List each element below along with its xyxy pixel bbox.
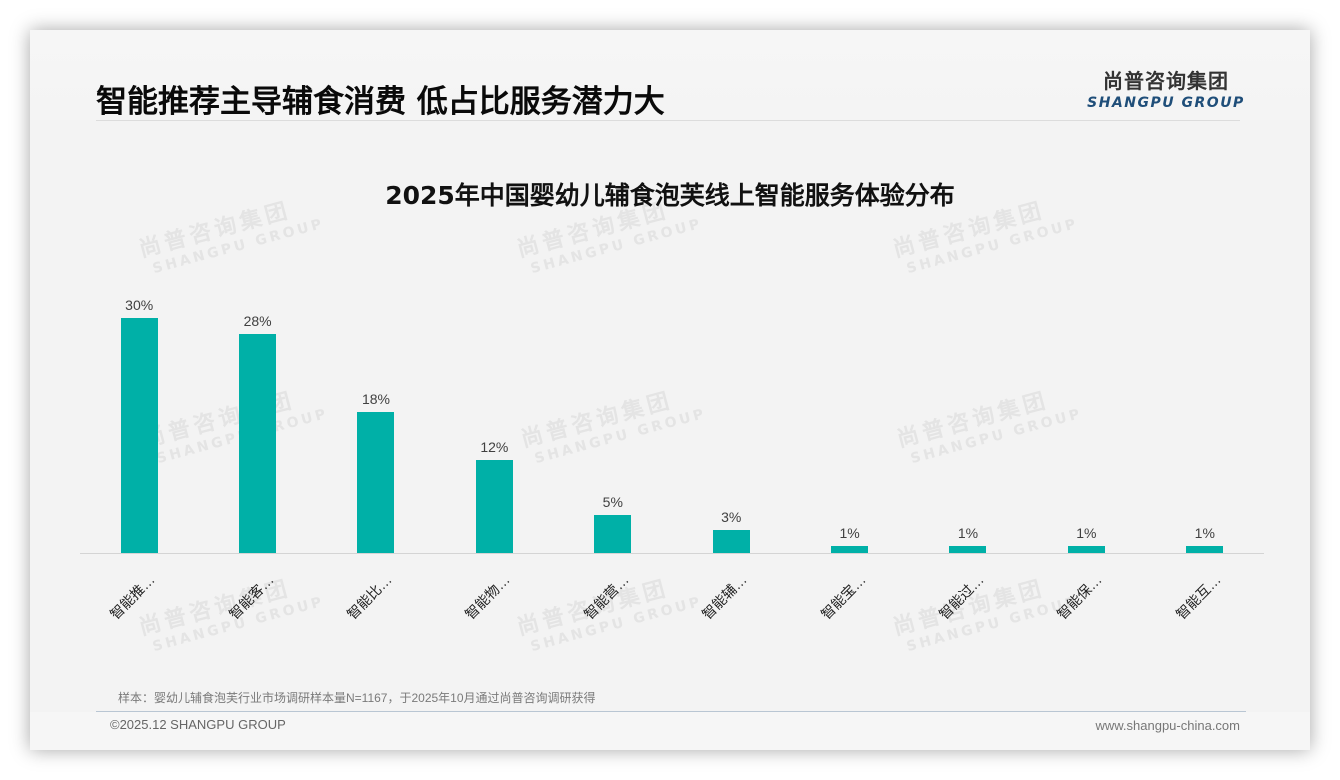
x-axis-category-label: 智能物…: [462, 571, 514, 623]
footer-divider: [96, 711, 1246, 712]
watermark: 尚普咨询集团 SHANGPU GROUP: [514, 576, 705, 656]
website-link[interactable]: www.shangpu-china.com: [1095, 718, 1240, 733]
slide: 智能推荐主导辅食消费 低占比服务潜力大 尚普咨询集团 SHANGPU GROUP…: [30, 30, 1310, 750]
bar[interactable]: [120, 318, 158, 554]
bar-group: 18%: [317, 280, 435, 554]
chart-title: 2025年中国婴幼儿辅食泡芙线上智能服务体验分布: [385, 181, 955, 210]
bar-value-label: 1%: [1076, 525, 1097, 542]
x-axis-category-label: 智能推…: [107, 571, 158, 623]
sample-note: 样本：婴幼儿辅食泡芙行业市场调研样本量N=1167，于2025年10月通过尚普咨…: [118, 691, 596, 705]
bar-value-label: 3%: [721, 509, 742, 526]
bar-value-label: 30%: [125, 297, 154, 313]
x-axis-line: [80, 553, 1264, 554]
title-divider: [96, 120, 1240, 121]
x-axis-category-label: 智能比…: [343, 571, 395, 623]
x-axis-category-label: 智能客…: [225, 571, 277, 623]
bar-group: 30%: [80, 280, 198, 554]
x-axis-category-label: 智能过…: [935, 571, 987, 623]
bar-group: 5%: [554, 280, 672, 554]
bar[interactable]: [239, 333, 277, 554]
bar-value-label: 18%: [361, 391, 390, 408]
x-axis-category-label: 智能互…: [1172, 571, 1224, 623]
bar-group: 3%: [672, 280, 790, 554]
x-axis-category-label: 智能宝…: [817, 571, 869, 623]
bar-value-label: 28%: [243, 312, 272, 329]
header-band: [30, 30, 1310, 120]
bar-group: 12%: [435, 280, 553, 554]
bar-value-label: 5%: [602, 493, 623, 510]
bar-group: 1%: [1146, 280, 1264, 554]
logo-cn-text: 尚普咨询集团: [1103, 69, 1229, 93]
bar[interactable]: [475, 459, 513, 554]
bar[interactable]: [831, 546, 869, 554]
bar[interactable]: [594, 514, 632, 554]
bar-group: 1%: [1027, 280, 1145, 554]
bar-chart-plot: 30% 28% 18% 12% 5% 3% 1% 1% 1% 1%: [80, 280, 1264, 554]
bar-value-label: 1%: [1194, 525, 1215, 542]
bar-group: 1%: [909, 280, 1027, 554]
bar-value-label: 12%: [480, 438, 509, 455]
x-axis-category-label: 智能保…: [1054, 571, 1106, 623]
bar[interactable]: [949, 546, 987, 554]
bar-group: 1%: [790, 280, 908, 554]
watermark: 尚普咨询集团 SHANGPU GROUP: [890, 576, 1081, 656]
bar[interactable]: [1186, 546, 1224, 554]
bar-value-label: 1%: [957, 525, 979, 542]
brand-logo: 尚普咨询集团 SHANGPU GROUP: [1086, 65, 1246, 111]
page-title: 智能推荐主导辅食消费 低占比服务潜力大: [96, 84, 665, 120]
bar[interactable]: [1067, 546, 1105, 554]
bar-value-label: 1%: [839, 525, 860, 542]
footer-band: [30, 712, 1310, 750]
bar-group: 28%: [198, 280, 316, 554]
x-axis-category-label: 智能辅…: [699, 571, 750, 623]
copyright-text: ©2025.12 SHANGPU GROUP: [110, 717, 286, 732]
bar[interactable]: [357, 412, 395, 554]
x-axis-category-label: 智能营…: [580, 571, 632, 623]
bar[interactable]: [712, 530, 750, 554]
logo-en-text: SHANGPU GROUP: [1087, 95, 1245, 111]
